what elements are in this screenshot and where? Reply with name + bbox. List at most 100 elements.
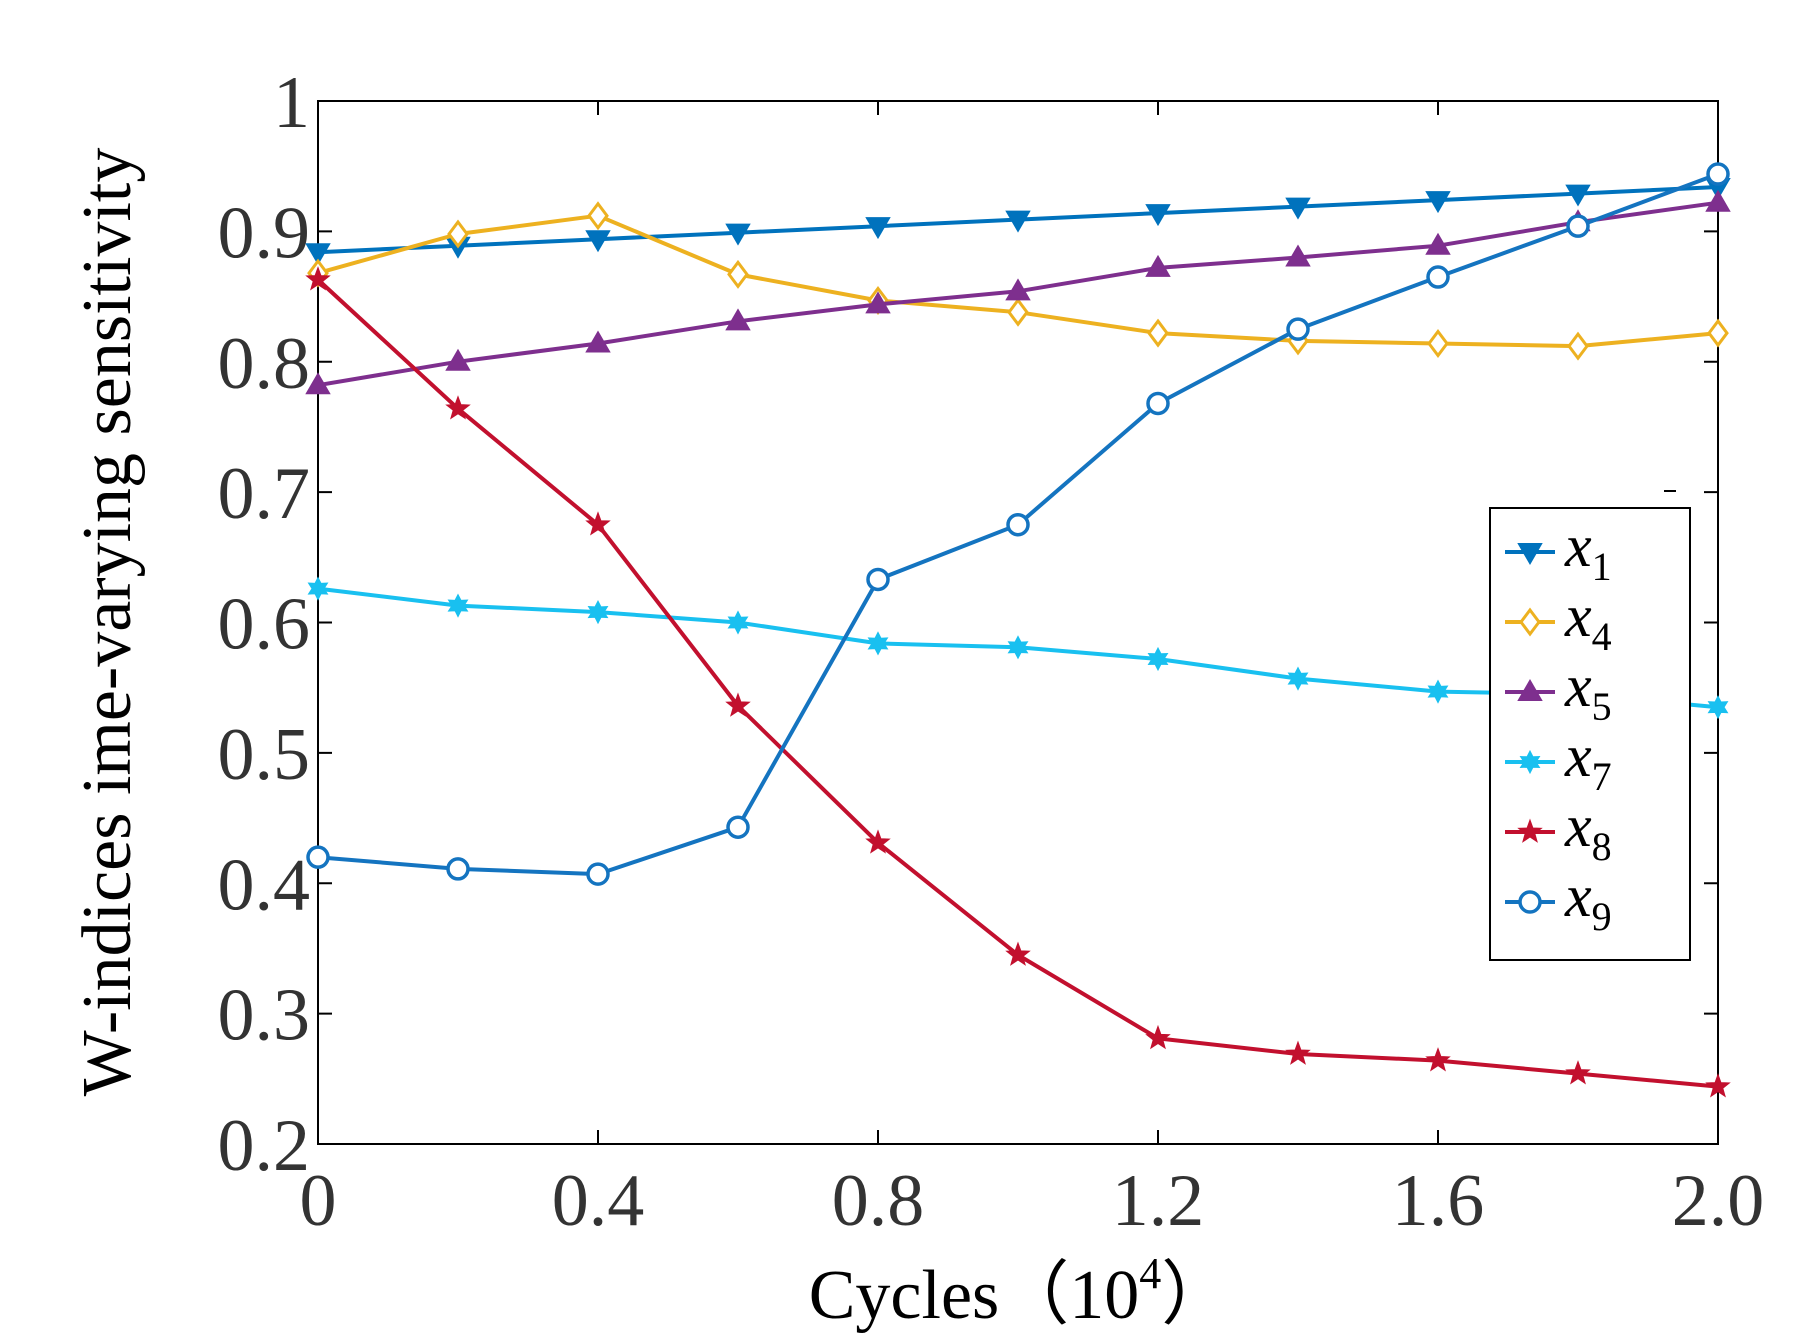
data-point <box>447 593 469 618</box>
data-point <box>865 217 891 240</box>
data-point <box>445 348 471 371</box>
data-point <box>1287 666 1309 691</box>
data-point <box>1518 890 1542 914</box>
data-point <box>1005 941 1031 966</box>
data-point <box>1517 818 1543 843</box>
data-point <box>445 395 471 420</box>
data-point <box>1285 1040 1311 1065</box>
data-point <box>1147 318 1169 348</box>
data-point <box>726 815 750 839</box>
y-tick-label: 0.9 <box>218 192 311 274</box>
y-tick-label: 1 <box>273 62 310 144</box>
data-point <box>727 610 749 635</box>
x-axis-title: Cycles（104） <box>809 1249 1232 1334</box>
data-point <box>1519 607 1541 637</box>
data-point <box>587 600 609 625</box>
data-point <box>1427 328 1449 358</box>
data-point <box>585 330 611 353</box>
data-point <box>1425 232 1451 255</box>
y-tick-label: 0.5 <box>218 714 311 796</box>
data-point <box>305 372 331 395</box>
data-point <box>1707 318 1729 348</box>
data-point <box>1427 679 1449 704</box>
y-tick-label: 0.7 <box>218 453 311 535</box>
data-point <box>305 266 331 291</box>
data-point <box>585 230 611 253</box>
series-x4 <box>307 201 1729 361</box>
legend-subscript: 5 <box>1592 684 1612 729</box>
data-point <box>306 845 330 869</box>
data-point <box>1147 646 1169 672</box>
data-point <box>447 219 469 249</box>
data-point <box>1006 512 1030 537</box>
data-point <box>586 862 610 886</box>
data-point <box>1145 254 1171 277</box>
plot-area <box>317 100 1719 1145</box>
data-point <box>1706 162 1730 186</box>
data-point <box>1519 749 1541 775</box>
y-tick-label: 0.2 <box>218 1105 311 1187</box>
x-tick-label: 0.4 <box>552 1160 645 1242</box>
data-point <box>1425 1047 1451 1072</box>
data-point <box>725 308 751 331</box>
series-x5 <box>305 189 1731 395</box>
data-point <box>1705 189 1731 212</box>
data-point <box>1146 391 1170 416</box>
y-axis-title: W-indices ime-varying sensitivity <box>69 148 146 1097</box>
x-tick-label: 0.8 <box>832 1160 925 1242</box>
data-point <box>1285 197 1311 220</box>
data-point <box>1145 1024 1171 1050</box>
legend-label: x4 <box>1564 583 1612 659</box>
data-point <box>1145 204 1171 227</box>
data-point <box>727 259 749 289</box>
x-tick-label: 2.0 <box>1672 1160 1765 1242</box>
x-tick-label: 0 <box>300 1160 337 1242</box>
data-point <box>1005 278 1031 301</box>
legend-subscript: 7 <box>1592 754 1612 799</box>
series-x9 <box>306 162 1730 886</box>
data-point <box>585 511 611 536</box>
data-point <box>1517 679 1543 701</box>
legend-subscript: 4 <box>1592 614 1612 659</box>
data-point <box>1007 297 1029 327</box>
data-point <box>1566 214 1590 238</box>
legend-subscript: 8 <box>1592 824 1612 869</box>
data-point <box>866 567 890 592</box>
data-point <box>1517 543 1543 565</box>
data-point <box>867 631 889 656</box>
x-tick-label: 1.2 <box>1112 1160 1205 1242</box>
data-point <box>1567 331 1589 361</box>
data-point <box>1565 184 1591 207</box>
data-point <box>725 223 751 246</box>
y-axis: 0.2 0.3 0.4 0.5 0.6 0.7 0.8 0.9 1 <box>218 62 1718 1187</box>
series-layer <box>305 162 1731 1098</box>
data-point <box>1285 244 1311 267</box>
legend-item: x4 <box>1505 583 1612 659</box>
data-point <box>446 857 470 881</box>
x-tick-label: 1.6 <box>1392 1160 1485 1242</box>
x-axis: 0 0.4 0.8 1.2 1.6 2.0 <box>300 101 1765 1242</box>
data-point <box>587 201 609 231</box>
data-point <box>1425 191 1451 214</box>
data-point <box>1005 210 1031 233</box>
y-tick-label: 0.6 <box>218 584 311 666</box>
legend-subscript: 9 <box>1592 894 1612 939</box>
series-x8 <box>305 266 1731 1098</box>
y-tick-label: 0.8 <box>218 323 311 405</box>
data-point <box>1426 265 1450 289</box>
data-point <box>1007 635 1029 660</box>
legend-box <box>1489 507 1691 961</box>
y-tick-label: 0.4 <box>218 844 311 926</box>
data-point <box>725 692 751 717</box>
data-point <box>1286 317 1310 341</box>
data-point <box>1565 1060 1591 1085</box>
legend-subscript: 1 <box>1592 544 1612 589</box>
data-point <box>305 243 331 266</box>
data-point <box>865 829 891 854</box>
data-point <box>307 576 329 601</box>
data-point <box>865 291 891 314</box>
data-point <box>1707 695 1729 720</box>
legend-item: x5 <box>1505 653 1612 729</box>
